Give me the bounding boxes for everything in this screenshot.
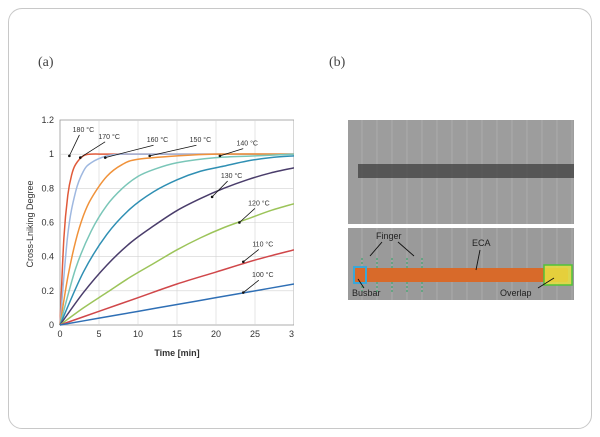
y-tick-label: 1.2 — [41, 115, 54, 125]
annotation-label-1: 170 °C — [98, 133, 119, 141]
finger-arrow-right — [397, 241, 415, 257]
photo-bottom-background — [348, 228, 574, 300]
y-tick-label: 0.2 — [41, 286, 54, 296]
annotation-arrowhead-8 — [242, 291, 245, 294]
cross-linking-chart: 180 °C 170 °C 160 °C 150 °C 140 °C 130 °C 120 … — [25, 115, 294, 358]
annotation-arrow-0 — [68, 134, 80, 157]
annotation-arrowhead-7 — [242, 260, 245, 264]
y-tick-label: 0 — [49, 320, 54, 330]
x-tick-label: 0 — [57, 329, 62, 339]
annotation-arrow-8 — [243, 279, 260, 293]
annotation-label-4: 140 °C — [236, 140, 257, 148]
annotation-arrowhead-5 — [210, 195, 214, 199]
finger-arrow-left — [369, 241, 383, 257]
series-line-7 — [59, 249, 294, 326]
series-line-4 — [59, 155, 294, 326]
series-line-1 — [59, 153, 294, 326]
annotation-arrowhead-0 — [68, 154, 71, 158]
overlap-label: Overlap — [500, 288, 532, 298]
x-tick-label: 5 — [96, 329, 101, 339]
eca-label: ECA — [472, 238, 491, 248]
series-line-8 — [59, 283, 294, 326]
annotation-arrow-1 — [80, 141, 106, 158]
series-line-3 — [59, 153, 294, 326]
panel-b-label: (b) — [329, 55, 346, 70]
chart-annotations: 180 °C 170 °C 160 °C 150 °C 140 °C 130 °C 120 … — [68, 126, 274, 294]
x-tick-label: 25 — [250, 329, 260, 339]
eca-strip — [354, 268, 568, 282]
x-tick-label: 20 — [211, 329, 221, 339]
annotation-arrow-5 — [211, 180, 228, 198]
photo-pointer-arrows — [357, 241, 555, 289]
annotation-arrowhead-2 — [103, 156, 107, 159]
annotation-label-3: 150 °C — [190, 136, 211, 144]
annotation-label-2: 160 °C — [147, 136, 168, 144]
series-line-2 — [59, 153, 294, 326]
photo-divider — [348, 224, 574, 228]
chart-axes: 0 5 10 15 20 25 30 0 0.2 0.4 0.6 0.8 1 1.2 — [41, 115, 294, 339]
annotation-arrow-3 — [149, 144, 197, 157]
annotation-arrow-7 — [243, 249, 260, 263]
panel-a-label: (a) — [38, 55, 54, 70]
busbar-label: Busbar — [352, 288, 381, 298]
x-tick-label: 10 — [133, 329, 143, 339]
annotation-arrow-4 — [219, 148, 244, 157]
overlap-box-border — [543, 264, 573, 286]
chart-y-axis-label: Cross-Lniking Degree — [25, 180, 35, 267]
photo-top-half — [348, 120, 574, 224]
overlap-arrow — [537, 277, 555, 289]
ribbon-strip-top — [358, 164, 574, 178]
y-tick-label: 0.6 — [41, 218, 54, 228]
annotation-label-7: 110 °C — [252, 240, 273, 248]
busbar-box — [353, 266, 367, 284]
series-line-6 — [59, 202, 294, 326]
busbar-arrow — [357, 278, 365, 289]
annotation-arrowhead-6 — [238, 221, 241, 224]
annotation-arrow-6 — [239, 208, 256, 223]
annotation-arrowhead-3 — [148, 154, 151, 158]
chart-series-group — [59, 153, 294, 326]
annotation-label-5: 130 °C — [221, 172, 242, 180]
y-tick-label: 0.4 — [41, 252, 54, 262]
y-tick-label: 1 — [49, 149, 54, 159]
x-tick-label: 15 — [172, 329, 182, 339]
y-tick-label: 0.8 — [41, 183, 54, 193]
annotation-label-6: 120 °C — [248, 199, 269, 207]
eca-arrow — [475, 249, 481, 271]
annotation-arrowhead-4 — [218, 154, 222, 158]
ribbon-photo: Finger ECA Busbar Overlap — [348, 120, 574, 300]
finger-label: Finger — [376, 231, 402, 241]
annotation-arrowhead-1 — [78, 156, 82, 159]
photo-bottom-half: Finger ECA Busbar Overlap — [348, 228, 574, 300]
annotation-label-0: 180 °C — [73, 126, 94, 134]
annotation-label-8: 100 °C — [252, 271, 273, 279]
chart-x-axis-label: Time [min] — [154, 348, 199, 358]
series-line-5 — [59, 167, 294, 326]
annotation-arrow-2 — [105, 144, 154, 158]
x-tick-label: 30 — [289, 329, 294, 339]
